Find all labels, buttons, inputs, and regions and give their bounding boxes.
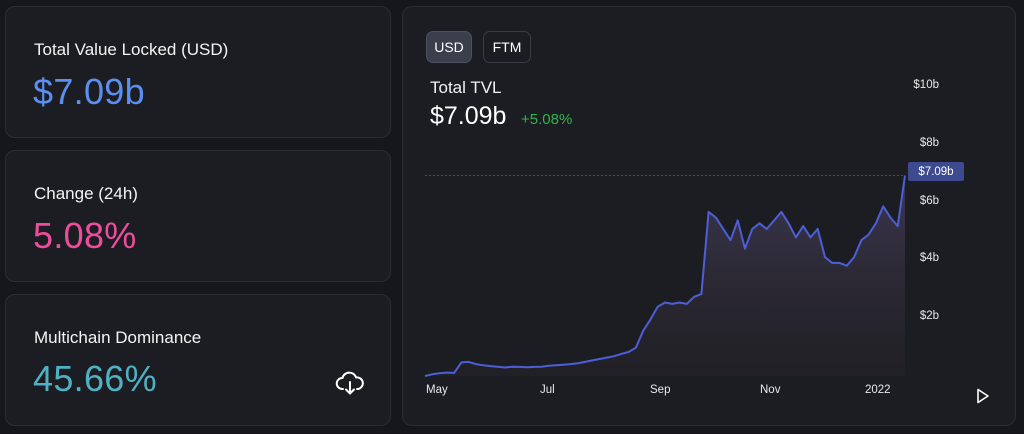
- chart-change: +5.08%: [521, 111, 573, 128]
- x-tick-label: Nov: [760, 384, 781, 396]
- dominance-label: Multichain Dominance: [34, 328, 202, 347]
- dominance-stat-card: Multichain Dominance 45.66%: [5, 294, 391, 426]
- x-tick-label: May: [426, 384, 448, 396]
- x-tick-label: Jul: [540, 384, 555, 396]
- tvl-stat-card: Total Value Locked (USD) $7.09b: [5, 6, 391, 138]
- y-tick-label: $8b: [919, 137, 939, 149]
- toggle-usd[interactable]: USD: [426, 31, 472, 63]
- chart-title: Total TVL: [430, 78, 502, 97]
- x-tick-label: Sep: [650, 384, 671, 396]
- y-tick-label: $4b: [919, 252, 939, 264]
- y-tick-label: $6b: [919, 195, 939, 207]
- tvl-area-chart[interactable]: [403, 7, 1017, 427]
- y-tick-label: $2b: [919, 310, 939, 322]
- tvl-chart-card: USD FTM Total TVL $7.09b +5.08% $10b $8b…: [402, 6, 1016, 426]
- tvl-label: Total Value Locked (USD): [34, 40, 229, 59]
- y-tick-label: $10b: [913, 79, 939, 91]
- change-label: Change (24h): [34, 184, 138, 203]
- tvl-value: $7.09b: [33, 71, 145, 112]
- change-stat-card: Change (24h) 5.08%: [5, 150, 391, 282]
- current-value-tag: $7.09b: [908, 162, 964, 181]
- download-cloud-icon[interactable]: [335, 370, 365, 396]
- x-tick-label: 2022: [865, 384, 891, 396]
- tvl-area-fill: [425, 175, 905, 376]
- toggle-ftm[interactable]: FTM: [483, 31, 531, 63]
- dominance-value: 45.66%: [33, 358, 157, 399]
- play-icon[interactable]: [976, 388, 990, 404]
- chart-value: $7.09b: [430, 102, 507, 130]
- tvl-series-line: [424, 175, 906, 377]
- change-value: 5.08%: [33, 215, 137, 256]
